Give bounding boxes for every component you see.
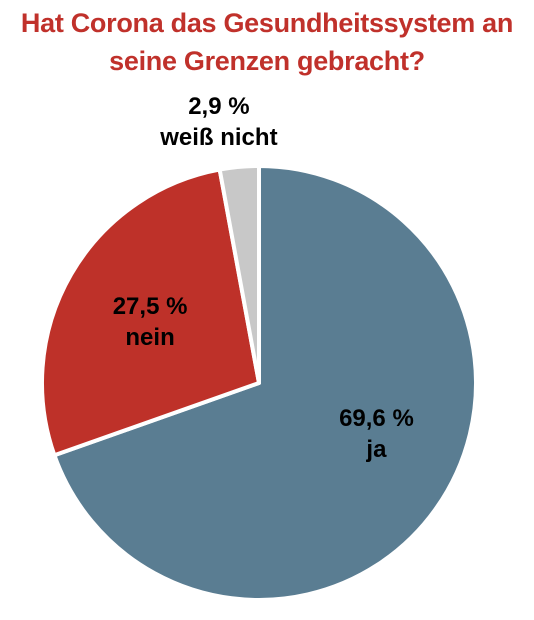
slice-value-label-wei-nicht: 2,9 % bbox=[188, 93, 249, 120]
pie-slice-wei-nicht bbox=[217, 164, 261, 385]
chart-title: Hat Corona das Gesundheitssystem an sein… bbox=[0, 4, 534, 80]
chart-title-line-2: seine Grenzen gebracht? bbox=[109, 46, 425, 76]
chart-title-line-1: Hat Corona das Gesundheitssystem an bbox=[20, 8, 514, 38]
slice-value-label-ja: 69,6 % bbox=[339, 405, 414, 432]
slice-category-label-nein: nein bbox=[125, 324, 174, 351]
slice-category-label-ja: ja bbox=[365, 436, 387, 463]
pie-slice-nein bbox=[40, 167, 261, 458]
pie-slice-ja bbox=[52, 164, 478, 602]
slice-value-label-nein: 27,5 % bbox=[113, 293, 188, 320]
slice-category-label-wei-nicht: weiß nicht bbox=[159, 124, 277, 151]
